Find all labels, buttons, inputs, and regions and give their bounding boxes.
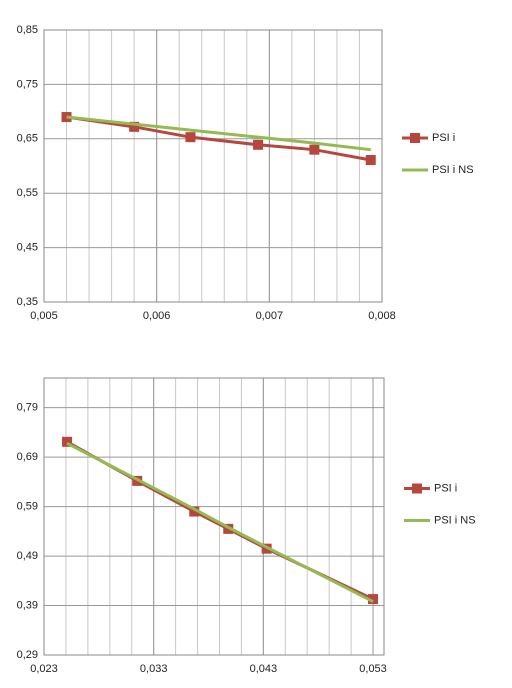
legend-marker (412, 483, 422, 494)
series-line (66, 115, 372, 162)
x-tick-label: 0,023 (30, 663, 58, 675)
y-tick-label: 0,45 (17, 242, 38, 254)
y-tick-label: 0,35 (17, 296, 38, 308)
x-tick-label: 0,006 (143, 310, 171, 322)
series-line (66, 115, 371, 152)
y-tick-label: 0,59 (17, 501, 38, 513)
plot-border (43, 377, 385, 656)
y-tick-label: 0,85 (17, 24, 38, 36)
legend-marker (410, 133, 420, 143)
legend-label: PSI i (432, 132, 455, 144)
legend-label: PSI i NS (434, 514, 476, 526)
marker (253, 139, 264, 150)
x-tick-label: 0,008 (368, 310, 396, 322)
legend-label: PSI i NS (432, 164, 474, 176)
marker (185, 132, 196, 143)
x-tick-label: 0,053 (359, 663, 387, 675)
y-tick-label: 0,55 (17, 187, 38, 199)
y-tick-label: 0,49 (17, 550, 38, 562)
x-tick-label: 0,033 (140, 663, 168, 675)
plot-border (43, 29, 383, 303)
marker (62, 436, 73, 447)
legend-label: PSI i (434, 482, 457, 494)
y-tick-label: 0,69 (17, 451, 38, 463)
marker (129, 121, 140, 132)
x-tick-label: 0,005 (30, 310, 58, 322)
marker (189, 506, 200, 517)
marker (365, 155, 376, 166)
marker (309, 144, 320, 155)
y-tick-label: 0,65 (17, 133, 38, 145)
marker (368, 594, 379, 605)
y-tick-label: 0,29 (17, 649, 38, 661)
x-tick-label: 0,043 (250, 663, 278, 675)
series-line (66, 441, 374, 603)
x-tick-label: 0,007 (256, 310, 284, 322)
y-tick-label: 0,79 (17, 402, 38, 414)
y-tick-label: 0,39 (17, 599, 38, 611)
y-tick-label: 0,75 (17, 78, 38, 90)
